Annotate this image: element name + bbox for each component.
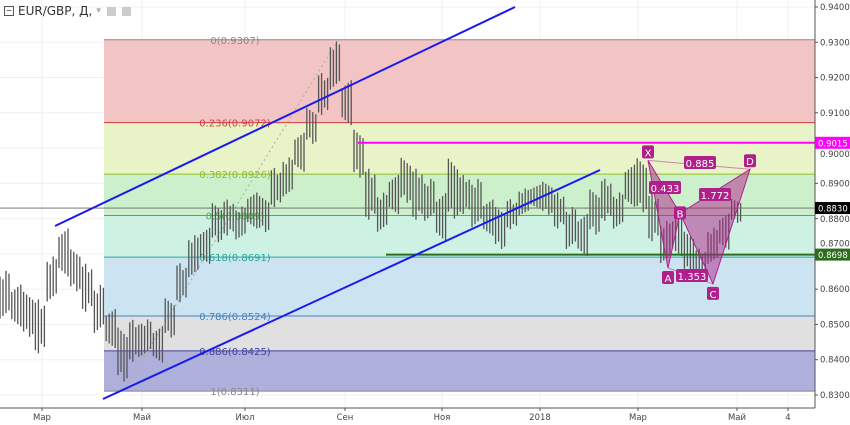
y-tick-label: 0.8600 [820, 285, 850, 295]
gear-icon[interactable] [121, 6, 131, 16]
channel-lower-line [102, 169, 601, 400]
y-tick-label: 0.8400 [820, 356, 850, 366]
settings-icon[interactable] [106, 6, 116, 16]
pattern-point-label: C [710, 290, 717, 301]
x-tick-label: Мар [629, 413, 647, 423]
x-tick-label: 2018 [529, 413, 551, 423]
x-tick-label: Мар [33, 413, 51, 423]
pattern-point-badge [707, 286, 719, 300]
pattern-point-badge [674, 206, 686, 220]
pattern-ratio-label: 1.772 [701, 191, 730, 202]
y-tick-label: 0.8700 [820, 240, 850, 250]
x-tick-label: Сен [337, 413, 354, 423]
y-tick-label: 0.9400 [820, 3, 850, 13]
price-label: 0.9015 [818, 139, 848, 149]
fib-band [104, 39, 815, 123]
pattern-ratio-badge [684, 156, 716, 169]
pattern-point-label: A [665, 274, 672, 285]
pattern-point-badge [744, 154, 756, 168]
y-tick-label: 0.8300 [820, 391, 850, 401]
y-tick-label: 0.9300 [820, 38, 850, 48]
pattern-point-badge [662, 270, 674, 284]
chart-header: − EUR/GBP, Д, ▾ [4, 4, 131, 18]
fib-level-label: 0(0.9307) [210, 36, 259, 47]
price-label-badge [815, 202, 850, 215]
price-label: 0.8698 [818, 251, 848, 261]
fib-level-label: 0.382(0.8926) [199, 170, 271, 181]
pattern-ratio-badge [699, 188, 731, 201]
fib-level-label: 0.886(0.8425) [199, 347, 271, 358]
collapse-icon[interactable]: − [4, 6, 14, 16]
pattern-ratio-label: 0.433 [651, 184, 680, 195]
y-tick-label: 0.9100 [820, 109, 850, 119]
y-tick-label: 0.9000 [820, 150, 850, 160]
price-label: 0.8830 [818, 205, 848, 215]
fib-band [104, 315, 815, 351]
x-tick-label: Май [133, 413, 151, 423]
x-tick-label: Июл [236, 413, 255, 423]
pattern-point-label: X [645, 148, 652, 159]
y-tick-label: 0.8500 [820, 320, 850, 330]
fib-band [104, 350, 815, 392]
fib-level-label: 1(0.8311) [210, 387, 259, 398]
price-label-badge [815, 248, 850, 261]
time-axis [0, 408, 815, 425]
pattern-ratio-badge [649, 181, 681, 194]
channel-upper-line [54, 6, 516, 227]
x-tick-label: Май [728, 413, 746, 423]
pattern-ratio-badge [676, 269, 708, 282]
x-tick-label: Ноя [434, 413, 451, 423]
fib-level-label: 0.5(0.8809) [206, 211, 265, 222]
y-tick-label: 0.9200 [820, 74, 850, 84]
chevron-down-icon[interactable]: ▾ [96, 6, 101, 16]
symbol-title: EUR/GBP, Д, [18, 4, 93, 18]
price-label-badge [815, 136, 850, 149]
y-tick-label: 0.8800 [820, 215, 850, 225]
x-tick-label: 4 [785, 413, 790, 423]
pattern-ratio-label: 1.353 [678, 272, 707, 283]
pattern-point-badge [642, 145, 654, 159]
fib-level-label: 0.618(0.8691) [199, 253, 271, 264]
pattern-point-label: D [746, 157, 754, 168]
fib-level-label: 0.786(0.8524) [199, 312, 271, 323]
fib-level-label: 0.236(0.9072) [199, 119, 271, 130]
pattern-ratio-label: 0.885 [686, 159, 715, 170]
pattern-point-label: B [677, 209, 684, 220]
y-tick-label: 0.8900 [820, 179, 850, 189]
